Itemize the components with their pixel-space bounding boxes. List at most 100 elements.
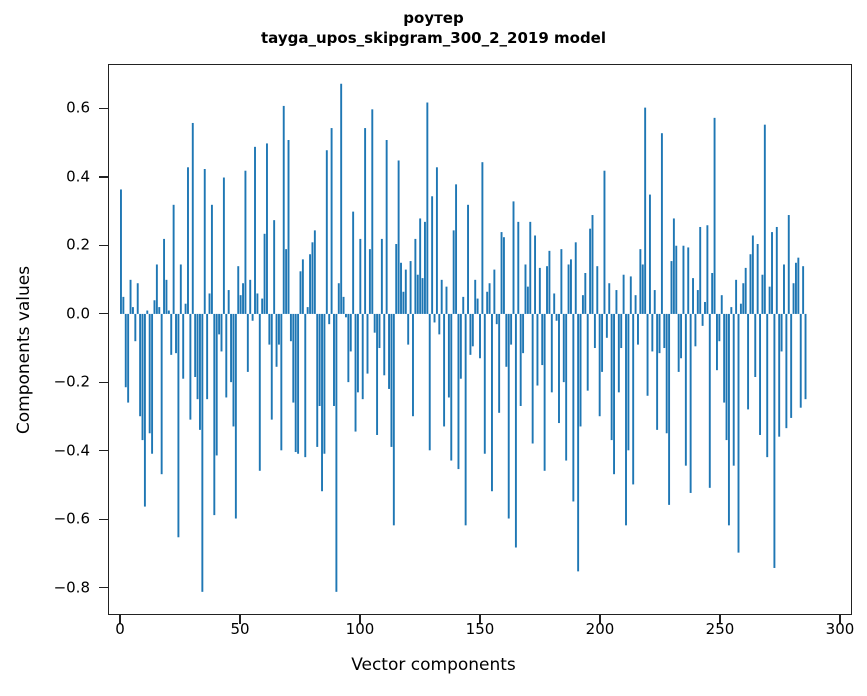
y-tick-label: −0.2 <box>53 372 90 391</box>
bar <box>622 274 625 314</box>
bar <box>416 274 419 314</box>
bar <box>127 313 130 403</box>
bar <box>139 313 142 417</box>
chart-title-line-2: tayga_upos_skipgram_300_2_2019 model <box>261 29 606 47</box>
bar <box>471 313 474 347</box>
bar <box>206 313 209 400</box>
bar <box>378 313 381 349</box>
bar <box>799 313 802 408</box>
bar <box>524 264 527 314</box>
bar <box>615 290 618 314</box>
bar <box>491 313 493 492</box>
bar <box>455 184 458 314</box>
bar <box>457 313 460 470</box>
bar <box>443 313 446 427</box>
bar <box>768 286 771 314</box>
bar <box>481 162 484 314</box>
bar <box>306 307 309 314</box>
bar <box>321 313 323 492</box>
bar <box>158 307 161 314</box>
bar <box>735 279 738 314</box>
bar <box>675 245 678 314</box>
bar <box>742 283 745 314</box>
bar <box>641 264 644 314</box>
bar <box>412 313 414 417</box>
bar <box>773 313 776 568</box>
bar <box>787 215 790 314</box>
bar <box>797 257 800 314</box>
bar <box>256 293 259 314</box>
bar <box>780 313 783 352</box>
bar <box>467 204 469 314</box>
bar <box>270 313 273 420</box>
bar <box>483 313 486 454</box>
bar <box>244 170 247 314</box>
bar <box>637 313 639 345</box>
bar <box>309 254 312 314</box>
bar <box>634 295 637 314</box>
bar <box>627 313 630 451</box>
bar <box>670 261 673 314</box>
bar <box>187 167 189 314</box>
bar <box>660 133 663 314</box>
bar <box>593 313 596 349</box>
bar <box>388 313 391 389</box>
y-tick-mark <box>99 313 108 315</box>
bar <box>608 283 611 314</box>
bar <box>668 313 671 505</box>
bar <box>447 313 450 398</box>
bar <box>251 313 254 321</box>
bar <box>234 313 237 519</box>
bar <box>682 245 685 314</box>
x-tick-mark <box>119 615 121 624</box>
bar <box>440 279 443 314</box>
bar <box>759 313 762 435</box>
bar <box>258 313 261 471</box>
bar <box>790 313 793 418</box>
bar <box>569 259 572 314</box>
bar <box>428 313 431 451</box>
bar <box>665 313 668 434</box>
y-tick-label: 0.4 <box>66 167 90 186</box>
bar <box>311 242 314 314</box>
bar <box>390 313 393 447</box>
bar <box>613 313 615 475</box>
bar <box>182 313 185 379</box>
bar <box>517 221 520 314</box>
bar <box>684 313 687 466</box>
bar <box>170 313 173 355</box>
bar <box>548 250 551 314</box>
bar <box>584 273 587 314</box>
bar <box>586 313 589 391</box>
bar <box>297 313 300 454</box>
bar <box>553 293 556 314</box>
bar <box>323 313 326 454</box>
bar <box>474 279 477 314</box>
bar <box>656 313 659 430</box>
bar <box>198 313 201 430</box>
bar <box>421 278 424 314</box>
bar <box>356 313 359 393</box>
bar <box>419 218 422 314</box>
bar <box>617 313 620 393</box>
y-axis-tick-group: 0.6 0.4 0.2 0.0 −0.2 −0.4 −0.6 −0.8 <box>0 0 108 696</box>
bar <box>301 259 304 314</box>
bar <box>677 313 680 372</box>
bar <box>565 313 568 461</box>
bar <box>289 313 292 342</box>
bar <box>148 313 151 434</box>
bar <box>330 128 333 314</box>
bar <box>699 226 702 314</box>
bar <box>648 194 651 314</box>
y-tick-mark <box>99 450 108 452</box>
bar <box>620 313 623 349</box>
bar <box>124 313 127 388</box>
bar <box>531 313 534 444</box>
bar <box>512 201 515 314</box>
bar <box>632 313 635 485</box>
bar <box>775 226 778 314</box>
bar <box>514 313 517 548</box>
y-tick-mark <box>99 176 108 178</box>
x-tick-label: 250 <box>705 620 735 638</box>
